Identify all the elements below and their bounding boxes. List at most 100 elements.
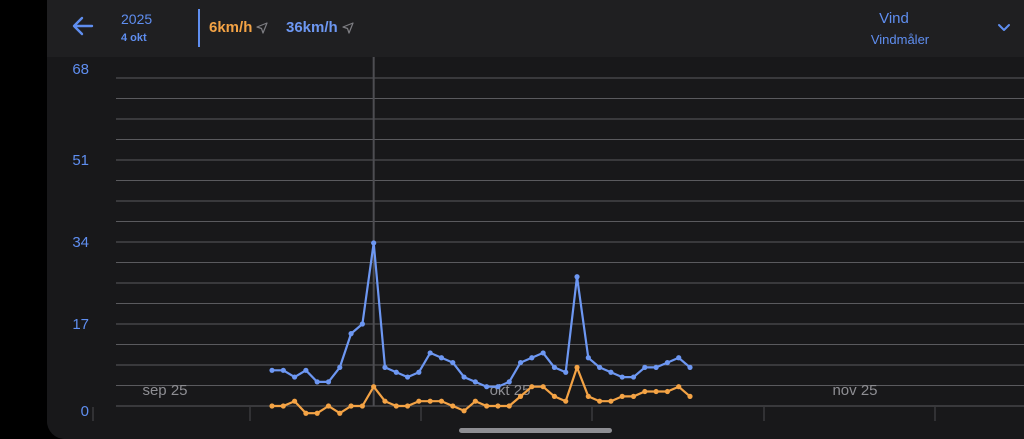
gust-wind-speed: 36km/h	[286, 19, 354, 36]
data-point	[427, 350, 433, 356]
y-axis-label: 68	[72, 61, 89, 78]
data-point	[472, 398, 478, 404]
data-point	[325, 379, 332, 385]
data-point	[495, 403, 501, 409]
navigation-arrow-icon	[342, 21, 354, 34]
data-point	[269, 403, 275, 409]
data-point	[608, 398, 614, 404]
data-point	[630, 393, 637, 399]
data-point	[642, 364, 648, 371]
data-point	[664, 388, 671, 395]
data-point	[619, 374, 625, 380]
chevron-down-icon[interactable]	[996, 20, 1012, 36]
data-point	[427, 398, 433, 404]
data-point	[325, 403, 332, 409]
data-point	[676, 384, 682, 390]
y-axis-label: 0	[81, 403, 89, 420]
wind-chart[interactable]: 68 51 34 17 0 sep 25 okt 25 nov 25	[47, 57, 1024, 439]
data-point	[438, 355, 445, 361]
data-point	[630, 374, 637, 380]
data-point	[529, 355, 535, 361]
chart-header: 2025 4 okt 6km/h 36km/h Vind Vindmåler	[47, 0, 1024, 57]
x-axis-label: nov 25	[832, 382, 877, 399]
data-point	[303, 410, 309, 416]
data-point	[404, 403, 411, 409]
data-point	[653, 388, 659, 395]
data-point	[687, 364, 693, 371]
data-point	[540, 384, 546, 390]
data-point	[551, 364, 558, 371]
data-point	[303, 367, 309, 373]
average-wind-speed-value: 6km/h	[209, 19, 253, 36]
data-point	[291, 374, 298, 380]
average-wind-speed: 6km/h	[209, 19, 268, 36]
data-point	[371, 384, 377, 390]
header-divider	[198, 9, 200, 47]
y-axis-label: 34	[72, 234, 89, 251]
data-point	[597, 364, 603, 371]
data-point	[642, 388, 648, 395]
data-point	[348, 331, 354, 337]
arrow-left-icon[interactable]	[69, 12, 97, 40]
data-point	[574, 274, 580, 280]
data-point	[314, 379, 320, 385]
date-year: 2025	[121, 11, 153, 27]
data-point	[540, 350, 546, 356]
data-point	[608, 369, 614, 375]
data-point	[551, 393, 558, 399]
data-point	[450, 403, 456, 409]
data-point	[517, 393, 524, 399]
data-point	[393, 369, 399, 375]
data-point	[563, 398, 569, 404]
data-point	[291, 398, 298, 404]
metric-title[interactable]: Vind	[879, 10, 909, 27]
data-point	[269, 367, 275, 373]
data-point	[438, 398, 445, 404]
data-point	[280, 403, 286, 409]
data-point	[416, 398, 422, 404]
data-point	[517, 359, 524, 366]
data-point	[529, 384, 535, 390]
data-point	[495, 384, 501, 390]
data-point	[563, 369, 569, 375]
data-point	[393, 403, 399, 409]
data-point	[382, 398, 388, 404]
y-axis-label: 17	[72, 316, 89, 333]
x-axis-label: okt 25	[490, 382, 531, 399]
data-point	[382, 364, 388, 371]
data-point	[450, 359, 456, 366]
data-point	[687, 393, 693, 399]
data-point	[359, 403, 365, 409]
data-point	[484, 403, 490, 409]
data-point	[484, 384, 490, 390]
data-point	[461, 374, 467, 380]
data-point	[676, 355, 682, 361]
navigation-arrow-icon	[256, 21, 268, 34]
data-point	[280, 367, 286, 373]
data-point	[404, 374, 411, 380]
data-point	[574, 364, 580, 371]
data-point	[348, 403, 354, 409]
data-point	[461, 408, 467, 414]
data-point	[506, 403, 512, 409]
data-point	[371, 240, 377, 246]
data-point	[314, 410, 320, 416]
data-point	[416, 369, 422, 375]
x-axis-label: sep 25	[142, 382, 187, 399]
y-axis-label: 51	[72, 152, 89, 169]
data-point	[337, 410, 343, 416]
data-point	[337, 364, 343, 371]
data-point	[597, 398, 603, 404]
data-point	[472, 379, 478, 385]
metric-subtitle[interactable]: Vindmåler	[870, 32, 930, 47]
data-point	[585, 355, 591, 361]
gust-wind-speed-value: 36km/h	[286, 19, 338, 36]
data-point	[653, 364, 659, 371]
data-point	[585, 393, 591, 399]
wind-chart-plot[interactable]: 68 51 34 17 0 sep 25 okt 25 nov 25	[47, 57, 1024, 439]
data-point	[506, 379, 512, 385]
data-point	[359, 321, 365, 327]
home-indicator[interactable]	[459, 428, 612, 433]
app-window: 2025 4 okt 6km/h 36km/h Vind Vindmåler 6…	[47, 0, 1024, 439]
date-day: 4 okt	[121, 32, 147, 44]
